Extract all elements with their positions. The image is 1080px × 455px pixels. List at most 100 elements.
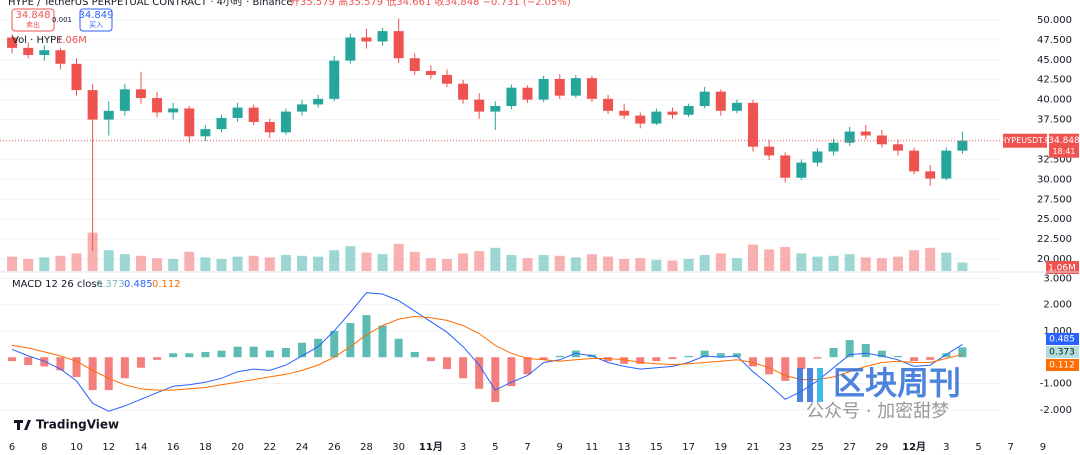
macd-histogram-bar	[56, 357, 65, 371]
candle-body	[538, 78, 549, 100]
macd-histogram-bar	[346, 323, 355, 358]
x-tick-label: 3	[943, 442, 949, 453]
volume-bar	[651, 259, 662, 271]
candle-body	[764, 146, 775, 156]
volume-bar	[506, 255, 517, 271]
volume-bar	[731, 258, 742, 271]
macd-histogram-bar	[781, 357, 790, 381]
signal-label-box	[1046, 359, 1079, 371]
candle-body	[651, 111, 662, 124]
signal-label: 0.112	[1049, 361, 1075, 371]
volume-legend-value: 1.06M	[56, 35, 87, 46]
macd-histogram-bar	[732, 353, 741, 358]
candle-body	[280, 111, 291, 133]
y-tick-label: 32.500	[1037, 154, 1072, 165]
macd-histogram-bar	[24, 357, 33, 366]
volume-bar	[490, 247, 501, 271]
buy-button[interactable]	[79, 8, 113, 32]
volume-bar	[168, 259, 179, 271]
x-tick-label: 30	[392, 442, 405, 453]
macd-histogram-bar	[926, 357, 935, 360]
y-tick-label: 22.500	[1037, 234, 1072, 245]
candle-body	[23, 47, 34, 56]
macd-histogram-bar	[845, 340, 854, 358]
y-tick-label: -2.000	[1040, 405, 1072, 416]
candle-body	[103, 110, 114, 120]
x-tick-label: 7	[524, 442, 530, 453]
candle-body	[892, 144, 903, 151]
y-tick-label: 47.500	[1037, 35, 1072, 46]
macd-histogram-bar	[475, 357, 484, 389]
volume-label: 1.06M	[1048, 264, 1076, 274]
watermark-bar	[807, 368, 813, 402]
x-tick-label: 18	[199, 442, 212, 453]
volume-bar	[232, 256, 243, 271]
volume-bar	[345, 246, 356, 271]
candle-body	[474, 99, 485, 112]
volume-bar	[925, 247, 936, 271]
volume-bar	[200, 257, 211, 271]
macd-histogram-bar	[700, 350, 709, 358]
volume-bar	[393, 243, 404, 271]
volume-bar	[570, 257, 581, 271]
macd-histogram-bar	[394, 338, 403, 358]
macd-histogram-bar	[942, 353, 951, 358]
macd-histogram-bar	[749, 357, 758, 367]
macd-histogram-bar	[507, 357, 516, 387]
volume-bar	[71, 253, 82, 271]
x-tick-label: 13	[618, 442, 631, 453]
volume-bar	[538, 255, 549, 271]
y-tick-label: 20.000	[1037, 254, 1072, 265]
macd-histogram-bar	[426, 357, 435, 362]
x-tick-label: 15	[650, 442, 663, 453]
y-tick-label: 2.000	[1043, 300, 1072, 311]
x-tick-label: 23	[779, 442, 792, 453]
candle-body	[345, 37, 356, 61]
candle-body	[876, 135, 887, 145]
volume-bar	[796, 253, 807, 271]
macd-histogram-bar	[72, 357, 81, 377]
volume-bar	[699, 255, 710, 271]
volume-bar	[329, 250, 340, 271]
x-tick-label: 11月	[419, 441, 443, 453]
x-tick-label: 17	[682, 442, 695, 453]
watermark: 区块周刊 公众号 · 加密甜梦	[797, 364, 961, 422]
brand-icon	[14, 420, 31, 430]
x-tick-label: 11	[586, 442, 599, 453]
macd-histogram-bar	[88, 357, 97, 391]
y-tick-label: 37.500	[1037, 115, 1072, 126]
candle-body	[7, 37, 18, 48]
candle-body	[168, 108, 179, 113]
candle-body	[441, 74, 452, 84]
candle-body	[715, 91, 726, 111]
candle-body	[135, 89, 146, 99]
candle-body	[71, 63, 82, 91]
buy-price: 34.849	[79, 10, 114, 21]
macd-histogram-bar	[410, 351, 419, 358]
candle-body	[506, 87, 517, 107]
volume-bar	[248, 255, 259, 271]
sell-button[interactable]	[11, 8, 55, 32]
volume-bar	[603, 256, 614, 271]
macd-histogram-bar	[378, 325, 387, 358]
macd-histogram-bar	[265, 350, 274, 358]
x-tick-label: 7	[1008, 442, 1014, 453]
y-tick-label: 42.500	[1037, 75, 1072, 86]
macd-histogram-bar	[298, 342, 307, 358]
plot: 50.000 47.500 45.000 42.500 40.000 37.500 32.5…	[0, 15, 1080, 453]
candle-body	[216, 117, 227, 130]
y-tick-label: 25.000	[1037, 214, 1072, 225]
candle-body	[200, 129, 211, 137]
volume-bar	[425, 258, 436, 271]
macd-legend: MACD 12 26 close	[12, 279, 103, 290]
macd-histogram-bar	[249, 346, 258, 358]
x-tick-label: 8	[41, 442, 47, 453]
candle-body	[635, 115, 646, 124]
macd-histogram-bar	[571, 350, 580, 358]
x-tick-label: 26	[328, 442, 341, 453]
candle-body	[313, 98, 324, 105]
macd-histogram-bar	[797, 357, 806, 370]
candle-body	[828, 142, 839, 152]
volume-bar	[441, 259, 452, 271]
